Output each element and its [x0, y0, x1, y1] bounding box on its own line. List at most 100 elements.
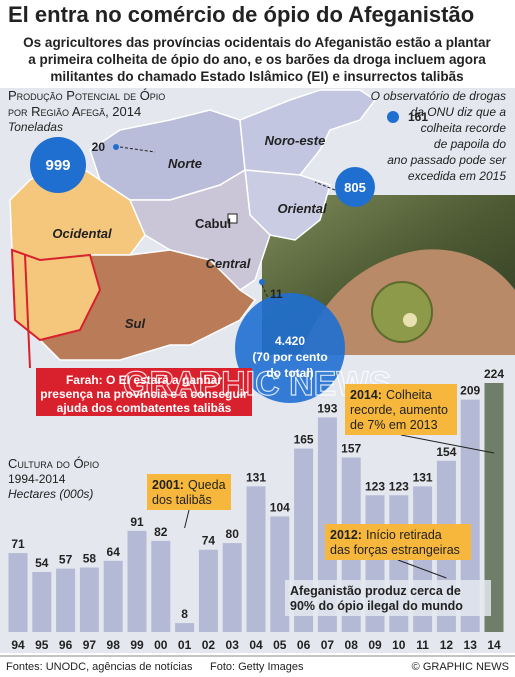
farah-text: ajuda dos combatentes talibãs: [57, 401, 232, 415]
x-tick-label: 04: [249, 638, 263, 652]
x-tick-label: 03: [226, 638, 240, 652]
map: [9, 89, 377, 361]
value-label: 58: [83, 552, 97, 566]
bubble: [30, 137, 86, 193]
chart-unit: Hectares (000s): [8, 487, 93, 501]
bubble: [113, 144, 119, 150]
bubble: [259, 279, 265, 285]
bar: [32, 571, 52, 632]
annotation-lead: 2014:: [350, 388, 382, 402]
value-label: 165: [294, 433, 314, 447]
bar: [79, 567, 99, 632]
x-tick-label: 95: [35, 638, 49, 652]
bar: [151, 540, 171, 632]
x-tick-label: 96: [59, 638, 73, 652]
annotation-text: 2012: Início retirada: [330, 528, 442, 542]
bar: [460, 399, 480, 632]
capital-label: Cabul: [195, 216, 231, 231]
bar: [484, 383, 504, 632]
value-label: 54: [35, 556, 49, 570]
region-value: 805: [344, 180, 366, 195]
annotation-line: Início retirada: [366, 528, 442, 542]
region-label: Oriental: [277, 201, 327, 216]
annotation-box: [147, 474, 231, 510]
bar: [222, 543, 242, 632]
x-tick-label: 10: [392, 638, 406, 652]
value-label: 64: [107, 545, 121, 559]
footer-photo: Foto: Getty Images: [210, 661, 304, 673]
map-note: excedida em 2015: [408, 169, 506, 183]
annotation-line: Colheita: [386, 388, 432, 402]
x-tick-label: 01: [178, 638, 192, 652]
annotation-text: 2001: Queda: [152, 478, 226, 492]
x-tick-label: 07: [321, 638, 335, 652]
map-unit: Toneladas: [8, 120, 63, 134]
annotation-leader: [400, 434, 495, 454]
annotation-box: [285, 580, 491, 616]
bar: [246, 486, 266, 632]
bar: [8, 553, 28, 632]
chart-period: 1994-2014: [8, 472, 66, 486]
map-note: da ONU diz que a: [411, 105, 507, 119]
leader: [314, 181, 336, 191]
value-label: 131: [413, 470, 433, 484]
leader: [119, 146, 156, 153]
x-tick-label: 99: [130, 638, 144, 652]
x-tick-label: 08: [345, 638, 359, 652]
region-central: [128, 168, 271, 291]
x-tick-label: 11: [416, 638, 429, 652]
annotation-text: dos talibãs: [152, 493, 212, 507]
x-tick-label: 09: [368, 638, 382, 652]
footer-sources: Fontes: UNODC, agências de notícias: [6, 661, 193, 673]
map-title: por Região Afegã, 2014: [8, 104, 141, 119]
value-label: 82: [154, 525, 168, 539]
map-note: colheita recorde: [421, 121, 507, 135]
value-label: 57: [59, 553, 73, 567]
map-note: ano passado pode ser: [387, 153, 507, 167]
x-tick-label: 94: [11, 638, 25, 652]
photo-pod: [371, 281, 433, 343]
value-label: 123: [365, 479, 385, 493]
photo-pod-top: [403, 313, 417, 327]
region-label: Sul: [125, 316, 146, 331]
value-label: 157: [341, 441, 361, 455]
value-label: 123: [389, 479, 409, 493]
value-label: 74: [202, 534, 216, 548]
annotation-text: Afeganistão produz cerca de: [290, 584, 461, 598]
annotation-box: [345, 384, 457, 435]
region-note: do total): [266, 366, 313, 380]
annotation-text: 90% do ópio ilegal do mundo: [290, 599, 463, 613]
subtitle: Os agricultores das províncias ocidentai…: [23, 35, 491, 50]
value-label: 224: [484, 367, 504, 381]
x-tick-label: 06: [297, 638, 311, 652]
value-label: 80: [226, 527, 240, 541]
x-tick-label: 00: [154, 638, 168, 652]
value-label: 71: [11, 537, 25, 551]
region-note: (70 por cento: [252, 350, 327, 364]
farah-text: Farah: O EI estará a ganhar: [66, 373, 222, 387]
capital-marker: [227, 213, 238, 224]
bubble: [235, 293, 345, 403]
x-tick-label: 12: [440, 638, 454, 652]
value-label: 154: [436, 445, 456, 459]
value-label: 8: [181, 607, 188, 621]
x-tick-label: 98: [107, 638, 121, 652]
bar: [127, 530, 147, 632]
farah-leader: [24, 254, 31, 369]
bar: [198, 549, 218, 632]
header-bg: [0, 0, 515, 88]
region-value: 4.420: [275, 334, 305, 348]
map-note: O observatório de drogas: [371, 89, 506, 103]
x-tick-label: 14: [487, 638, 501, 652]
value-label: 193: [317, 401, 337, 415]
annotation-leader: [184, 509, 190, 529]
annotation-line: Queda: [188, 478, 226, 492]
x-tick-label: 02: [202, 638, 216, 652]
subtitle: militantes do chamado Estado Islâmico (E…: [50, 69, 463, 84]
annotation-lead: 2012:: [330, 528, 362, 542]
region-label: Central: [206, 256, 251, 271]
x-tick-label: 05: [273, 638, 287, 652]
map-title: Produção Potencial de Ópio: [8, 88, 165, 103]
region-value: 20: [92, 140, 106, 154]
